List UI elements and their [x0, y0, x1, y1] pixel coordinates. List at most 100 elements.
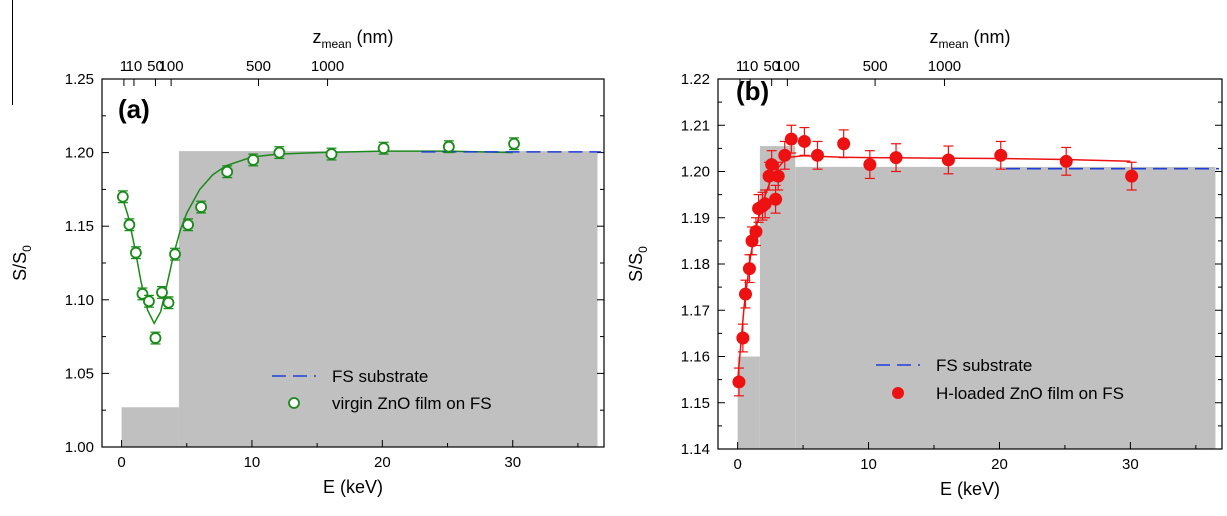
data-point: [195, 201, 207, 213]
data-point: [889, 151, 903, 165]
top-tick-label: 100: [159, 58, 184, 75]
legend-marker: [288, 397, 300, 409]
data-point: [325, 148, 338, 160]
data-point: [732, 375, 746, 389]
x-tick-label: 20: [374, 454, 391, 471]
data-point: [143, 295, 155, 308]
top-axis-title-main: z: [929, 27, 938, 47]
data-point: [442, 140, 455, 153]
top-axis-title: zmean (nm): [312, 27, 393, 51]
legend-label-film: H-loaded ZnO film on FS: [936, 384, 1124, 403]
data-point: [810, 148, 824, 162]
y-axis-title: S/S0: [10, 245, 34, 281]
data-point: [742, 262, 756, 276]
legend-label-film: virgin ZnO film on FS: [332, 394, 492, 413]
y-axis-title-group: S/S0: [10, 245, 34, 281]
data-point: [247, 154, 260, 166]
x-tick-label: 0: [117, 454, 125, 471]
x-axis-title: E (keV): [940, 479, 1000, 499]
top-tick-label: 50: [763, 58, 780, 75]
y-axis-title-main: S/S: [626, 253, 646, 282]
top-tick-label: 500: [246, 58, 271, 75]
data-point: [736, 331, 750, 345]
legend-label-substrate: FS substrate: [332, 367, 428, 386]
y-axis-title-sub: 0: [20, 245, 34, 252]
top-axis-title-unit: (nm): [969, 27, 1011, 47]
top-tick-label: 1000: [928, 58, 961, 75]
data-point: [769, 192, 783, 206]
top-axis-title-sub: mean: [938, 37, 968, 51]
panel-label: (b): [736, 76, 769, 106]
x-tick-label: 30: [1122, 456, 1139, 473]
data-point: [136, 288, 149, 300]
x-tick-label: 10: [860, 456, 877, 473]
y-tick-label: 1.19: [681, 210, 710, 227]
data-point: [837, 137, 851, 151]
shaded-profile-step: [178, 151, 598, 448]
y-axis-title-main: S/S: [10, 252, 30, 281]
x-tick-label: 0: [733, 456, 741, 473]
shaded-profile-step: [795, 166, 1216, 449]
y-tick-label: 1.21: [681, 117, 710, 134]
top-tick-label: 500: [863, 58, 888, 75]
y-tick-label: 1.15: [65, 218, 94, 235]
legend-label-substrate: FS substrate: [936, 356, 1032, 375]
data-point: [863, 158, 877, 172]
data-point: [1059, 154, 1073, 168]
data-point: [778, 148, 792, 162]
x-axis-title: E (keV): [323, 477, 383, 497]
y-axis-title-sub: 0: [636, 246, 650, 253]
data-point: [377, 142, 390, 155]
data-point: [221, 165, 234, 178]
data-point: [273, 146, 286, 159]
data-point: [738, 287, 752, 301]
data-point: [123, 218, 136, 231]
data-point: [749, 225, 763, 239]
shaded-profile-step: [737, 356, 760, 449]
top-tick-label: 1000: [311, 58, 344, 75]
data-point: [1125, 169, 1139, 183]
top-tick-label: 50: [147, 58, 164, 75]
y-tick-label: 1.20: [65, 145, 94, 162]
data-point: [941, 153, 955, 167]
legend-marker: [892, 387, 904, 399]
y-tick-label: 1.00: [65, 439, 94, 456]
x-tick-label: 30: [504, 454, 521, 471]
shaded-profile-step: [121, 407, 179, 447]
data-point: [797, 134, 811, 148]
y-tick-label: 1.22: [681, 71, 710, 88]
top-tick-label: 10: [126, 58, 143, 75]
top-tick-label: 1: [120, 58, 128, 75]
data-point: [130, 246, 142, 259]
data-point: [149, 332, 162, 344]
top-tick-label: 100: [775, 58, 800, 75]
data-point: [784, 132, 798, 146]
x-tick-label: 20: [991, 456, 1008, 473]
data-point: [508, 137, 520, 150]
data-point: [182, 218, 194, 231]
data-point: [765, 158, 779, 172]
data-point: [169, 248, 181, 261]
top-tick-label: 10: [742, 58, 759, 75]
top-axis-title: zmean (nm): [929, 27, 1010, 51]
y-axis-title: S/S0: [626, 246, 650, 282]
data-point: [156, 286, 168, 299]
y-tick-label: 1.25: [65, 71, 94, 88]
data-point: [162, 296, 175, 309]
y-tick-label: 1.16: [681, 349, 710, 366]
y-tick-label: 1.05: [65, 365, 94, 382]
panel-label: (a): [118, 94, 150, 124]
y-axis-title-group: S/S0: [626, 246, 650, 282]
x-tick-label: 10: [244, 454, 261, 471]
y-tick-label: 1.10: [65, 292, 94, 309]
y-tick-label: 1.14: [681, 441, 710, 458]
y-tick-label: 1.15: [681, 395, 710, 412]
data-point: [116, 190, 129, 203]
data-point: [994, 148, 1008, 162]
top-tick-label: 1: [736, 58, 744, 75]
y-tick-label: 1.17: [681, 302, 710, 319]
top-axis-title-sub: mean: [321, 37, 351, 51]
y-tick-label: 1.20: [681, 164, 710, 181]
